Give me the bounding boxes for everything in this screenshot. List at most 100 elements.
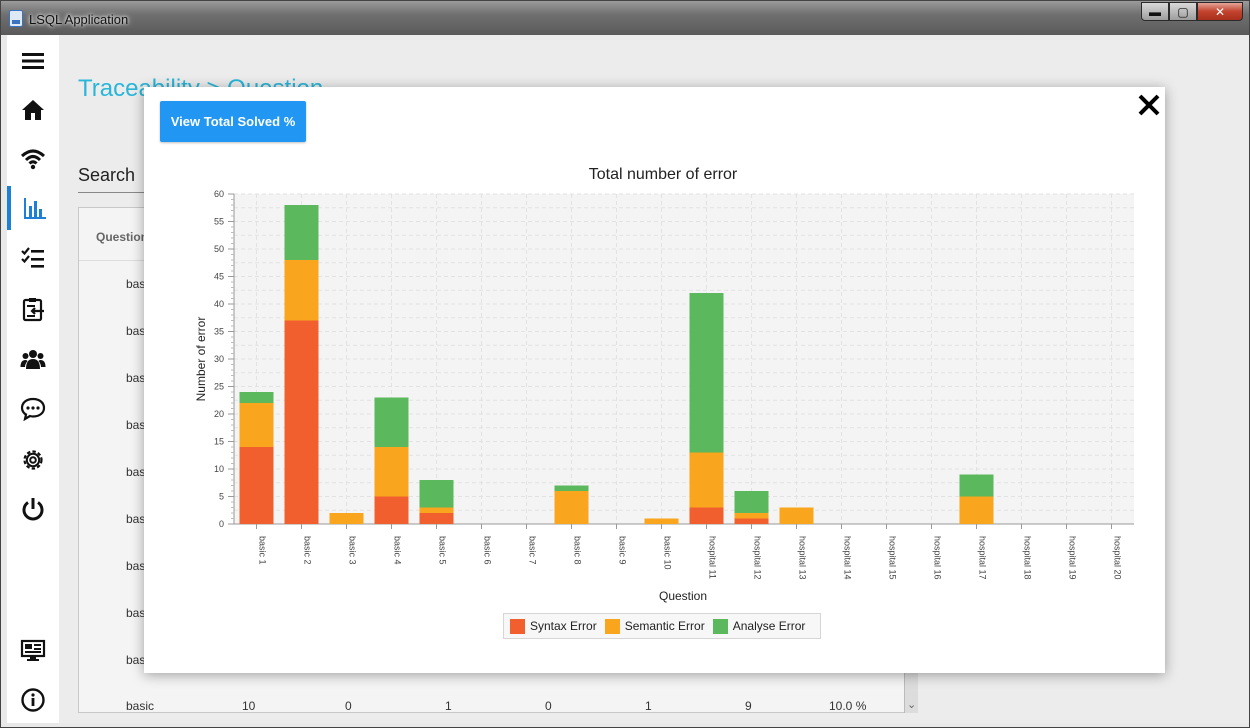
maximize-button[interactable]: ▢ <box>1169 2 1197 21</box>
view-total-solved-button[interactable]: View Total Solved % <box>160 101 306 142</box>
bar-semantic-error[interactable] <box>329 513 364 524</box>
bar-syntax-error[interactable] <box>419 513 454 524</box>
x-tick-label: hospital 19 <box>1068 536 1078 580</box>
bar-semantic-error[interactable] <box>419 507 454 514</box>
title-bar[interactable]: LSQL Application ▬ ▢ ✕ <box>1 1 1249 35</box>
y-tick-label: 15 <box>214 437 224 447</box>
legend-label: Semantic Error <box>624 619 705 633</box>
nav-wifi[interactable] <box>7 137 59 181</box>
bar-analyse-error[interactable] <box>284 205 319 260</box>
table-row[interactable]: bas <box>126 606 146 620</box>
nav-checklist[interactable] <box>7 236 59 280</box>
bar-chart-icon <box>24 198 46 219</box>
nav-logout[interactable] <box>7 487 59 531</box>
table-row[interactable]: bas <box>126 653 146 667</box>
bar-syntax-error[interactable] <box>374 496 409 525</box>
table-header-question[interactable]: Question <box>96 230 149 244</box>
bar-analyse-error[interactable] <box>374 397 409 448</box>
bar-semantic-error[interactable] <box>239 403 274 447</box>
bar-syntax-error[interactable] <box>239 447 274 524</box>
bar-semantic-error[interactable] <box>554 491 589 524</box>
bar-semantic-error[interactable] <box>959 496 994 525</box>
legend-item[interactable]: Analyse Error <box>712 618 806 634</box>
bar-semantic-error[interactable] <box>779 507 814 525</box>
bar-analyse-error[interactable] <box>959 474 994 497</box>
nav-messages[interactable] <box>7 387 59 431</box>
nav-traceability[interactable] <box>7 186 59 230</box>
bar-analyse-error[interactable] <box>419 480 454 508</box>
legend-label: Analyse Error <box>732 619 806 633</box>
x-tick-label: basic 1 <box>258 536 268 565</box>
close-icon[interactable] <box>1136 92 1162 118</box>
users-icon <box>20 350 46 369</box>
table-row[interactable]: bas <box>126 324 146 338</box>
info-icon <box>21 688 45 712</box>
x-tick-label: basic 9 <box>618 536 628 565</box>
y-tick-label: 50 <box>214 244 224 254</box>
table-row[interactable]: bas <box>126 371 146 385</box>
bar-analyse-error[interactable] <box>554 485 589 492</box>
x-tick-label: hospital 11 <box>708 536 718 579</box>
error-bar-chart: 0 5 10 15 20 25 30 35 40 45 50 55 60 basic 1 basic 2 ba… <box>194 166 1134 603</box>
search-label[interactable]: Search <box>78 165 148 193</box>
gear-icon <box>23 450 43 470</box>
y-tick-label: 5 <box>219 492 224 502</box>
table-scrollbar[interactable] <box>904 665 918 713</box>
nav-home[interactable] <box>7 88 59 132</box>
y-tick-label: 35 <box>214 327 224 337</box>
legend-swatch <box>604 618 620 634</box>
menu-button[interactable] <box>7 39 59 83</box>
app-icon <box>9 10 23 27</box>
nav-users[interactable] <box>7 337 59 381</box>
table-row[interactable]: bas <box>126 418 146 432</box>
y-tick-label: 55 <box>214 217 224 227</box>
bar-syntax-error[interactable] <box>284 320 319 525</box>
x-tick-label: basic 6 <box>483 536 493 565</box>
legend-item[interactable]: Semantic Error <box>604 618 705 634</box>
nav-settings[interactable] <box>7 438 59 482</box>
bar-semantic-error[interactable] <box>689 452 724 508</box>
clipboard-icon <box>22 298 44 322</box>
table-cell: 1 <box>445 699 452 713</box>
legend-item[interactable]: Syntax Error <box>510 618 597 634</box>
x-tick-label: hospital 15 <box>888 536 898 580</box>
bar-syntax-error[interactable] <box>689 507 724 525</box>
x-tick-label: hospital 16 <box>933 536 943 580</box>
minimize-button[interactable]: ▬ <box>1141 2 1169 21</box>
home-icon <box>22 100 44 120</box>
table-row[interactable]: bas <box>126 559 146 573</box>
chart-legend: Syntax Error Semantic Error Analyse Error <box>503 613 821 639</box>
table-row[interactable]: bas <box>126 512 146 526</box>
bar-semantic-error[interactable] <box>374 447 409 497</box>
table-cell: 0 <box>545 699 552 713</box>
bar-analyse-error[interactable] <box>239 392 274 403</box>
y-tick-label: 45 <box>214 272 224 282</box>
table-cell: 9 <box>745 699 752 713</box>
table-row[interactable]: bas <box>126 277 146 291</box>
y-tick-label: 60 <box>214 189 224 199</box>
sidebar <box>7 35 59 723</box>
nav-dashboard[interactable] <box>7 628 59 672</box>
close-window-button[interactable]: ✕ <box>1197 2 1243 21</box>
nav-assignments[interactable] <box>7 287 59 331</box>
x-tick-label: basic 4 <box>393 536 403 565</box>
bar-analyse-error[interactable] <box>689 293 724 453</box>
x-tick-label: basic 3 <box>348 536 358 565</box>
error-chart-dialog: 0 5 10 15 20 25 30 35 40 45 50 55 60 basic 1 basic 2 ba… <box>144 87 1165 673</box>
nav-about[interactable] <box>7 678 59 722</box>
bar-semantic-error[interactable] <box>644 518 679 525</box>
window-controls: ▬ ▢ ✕ <box>1141 2 1243 21</box>
chat-icon <box>20 397 46 422</box>
x-tick-label: hospital 18 <box>1023 536 1033 580</box>
bar-analyse-error[interactable] <box>734 491 769 513</box>
x-tick-label: hospital 17 <box>978 536 988 580</box>
x-tick-label: basic 10 <box>663 536 673 570</box>
menu-icon <box>22 53 44 69</box>
bar-semantic-error[interactable] <box>734 513 769 519</box>
bar-semantic-error[interactable] <box>284 260 319 321</box>
table-row[interactable]: bas <box>126 465 146 479</box>
x-tick-label: basic 2 <box>303 536 313 565</box>
dashboard-icon <box>20 639 46 661</box>
bar-syntax-error[interactable] <box>734 518 769 525</box>
